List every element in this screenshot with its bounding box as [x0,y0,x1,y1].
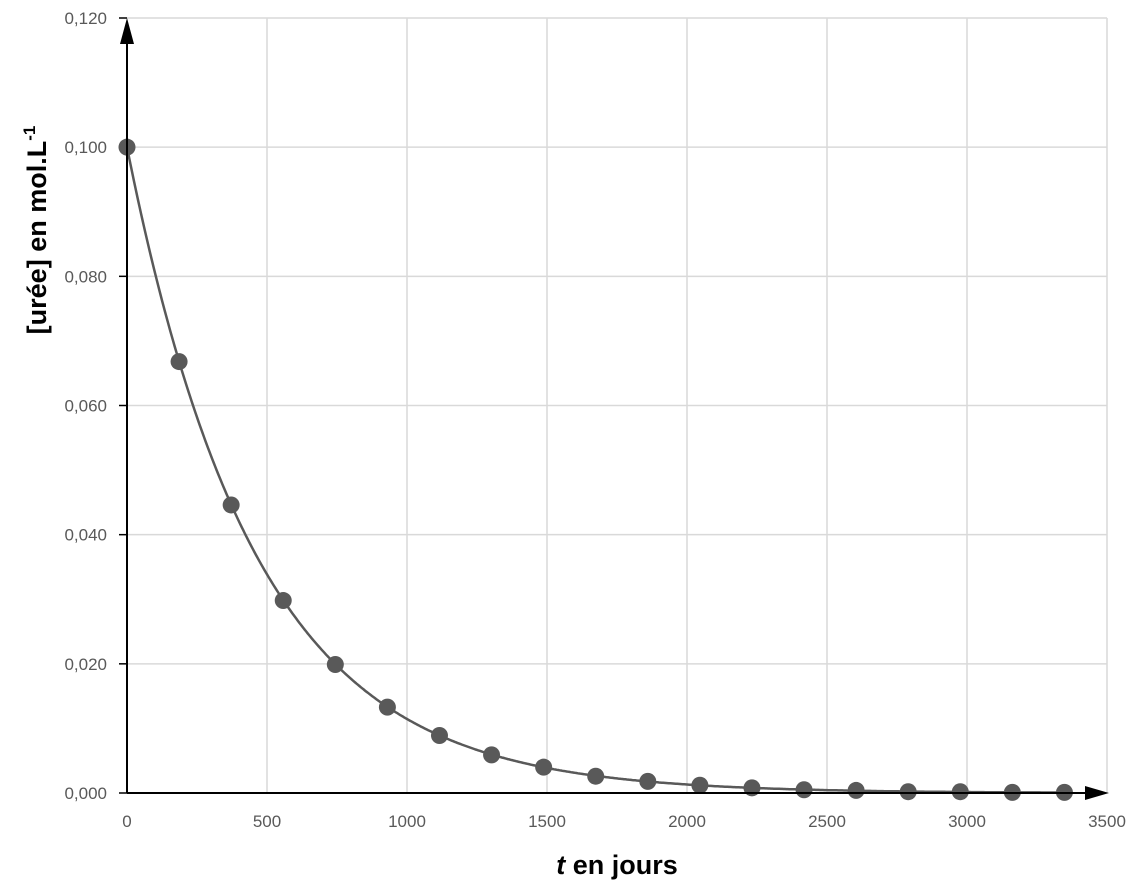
data-point [587,767,605,785]
x-tick-label: 2500 [808,812,846,831]
data-point [639,772,657,790]
y-tick-label: 0,120 [64,9,107,28]
x-axis-title-rest: en jours [565,850,678,880]
y-tick-label: 0,080 [64,267,107,286]
data-point [847,781,865,799]
grid [119,17,1108,794]
data-point [378,698,396,716]
x-axis-title: t en jours [556,850,678,880]
data-point [899,783,917,801]
x-tick-label: 1000 [388,812,426,831]
y-tick-label: 0,000 [64,784,107,803]
y-tick-label: 0,020 [64,655,107,674]
y-tick-labels: 0,000 0,020 0,040 0,060 0,080 0,100 0,120 [64,9,107,803]
y-axis-arrow-icon [120,18,134,44]
x-axis-title-italic: t [556,850,566,880]
x-tick-label: 1500 [528,812,566,831]
y-tick-label: 0,040 [64,526,107,545]
data-point [326,655,344,673]
x-tick-label: 2000 [668,812,706,831]
data-point [170,353,188,371]
y-tick-label: 0,100 [64,138,107,157]
data-points [118,138,1073,801]
axes [120,18,1109,800]
data-point [430,727,448,745]
y-axis-title: [urée] en mol.L-1 [20,126,52,335]
data-point [535,758,553,776]
x-tick-label: 500 [253,812,281,831]
x-tick-label: 3500 [1088,812,1126,831]
data-point [274,592,292,610]
data-point [691,776,709,794]
data-point [222,496,240,514]
x-tick-label: 3000 [948,812,986,831]
data-point [795,781,813,799]
y-axis-title-main: [urée] en mol.L [22,141,52,335]
x-tick-labels: 0 500 1000 1500 2000 2500 3000 3500 [122,812,1126,831]
data-point [483,746,501,764]
x-axis-arrow-icon [1085,786,1109,800]
y-tick-label: 0,060 [64,397,107,416]
x-tick-label: 0 [122,812,131,831]
y-axis-title-superscript: -1 [20,126,39,141]
data-point [951,783,969,801]
